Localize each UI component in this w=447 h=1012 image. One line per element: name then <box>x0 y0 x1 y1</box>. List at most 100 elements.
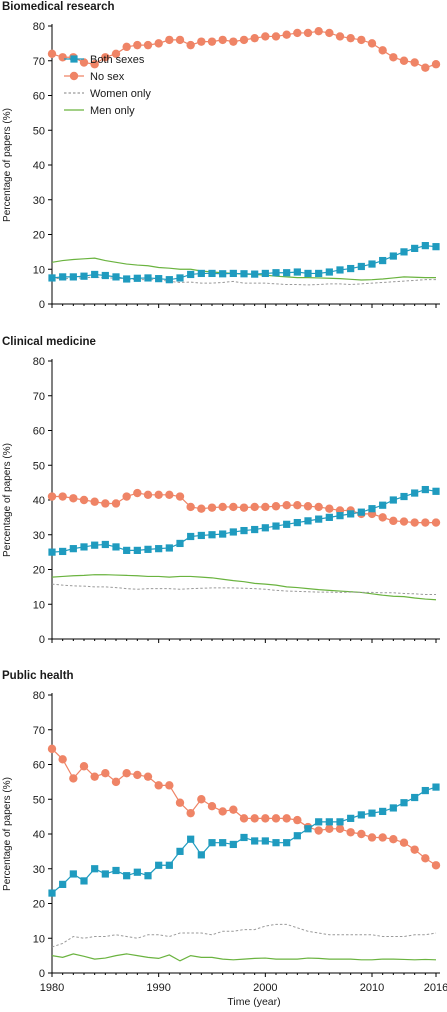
data-point <box>133 546 141 554</box>
y-tick-label: 30 <box>33 864 45 876</box>
data-point <box>197 795 206 804</box>
data-point <box>283 520 291 528</box>
panel-title: Public health <box>2 670 74 682</box>
data-point <box>421 242 429 250</box>
data-point <box>112 273 120 281</box>
data-point <box>421 854 430 863</box>
data-point <box>421 485 429 494</box>
series-line <box>51 953 437 962</box>
data-point <box>197 269 205 278</box>
data-point <box>229 269 237 278</box>
data-point <box>133 868 141 876</box>
data-point <box>187 532 195 541</box>
y-tick-label: 50 <box>33 460 45 472</box>
data-point <box>432 243 440 251</box>
data-point <box>303 502 313 511</box>
x-tick-label: 1980 <box>40 982 64 994</box>
data-point <box>410 518 419 527</box>
data-point <box>389 804 397 812</box>
data-point <box>250 33 259 43</box>
data-point <box>80 272 88 280</box>
data-point <box>208 531 216 539</box>
y-tick-label: 80 <box>33 690 45 702</box>
data-point <box>111 499 121 508</box>
data-point <box>325 504 334 513</box>
panel-title: Biomedical research <box>2 1 115 13</box>
data-point <box>69 273 77 281</box>
data-point <box>421 786 429 795</box>
data-point <box>239 814 249 823</box>
data-point <box>111 777 121 787</box>
data-point <box>101 271 109 280</box>
data-point <box>389 496 397 504</box>
data-point <box>240 833 248 842</box>
y-tick-label: 50 <box>33 794 45 806</box>
series-both-sexes <box>48 485 440 556</box>
data-point <box>347 814 355 822</box>
data-point <box>47 49 57 58</box>
data-point <box>293 832 301 840</box>
data-point <box>399 838 409 847</box>
data-point <box>91 865 99 873</box>
data-point <box>431 861 441 870</box>
data-point <box>336 266 344 274</box>
data-point <box>368 260 376 268</box>
data-point <box>59 880 67 888</box>
legend-item-men-only: Men only <box>64 105 135 117</box>
data-point <box>357 811 365 819</box>
data-point <box>282 30 291 39</box>
data-point <box>304 269 312 278</box>
legend-label: Men only <box>90 105 135 117</box>
data-point <box>271 814 281 823</box>
data-point <box>410 845 419 854</box>
data-point <box>400 492 408 501</box>
panel-1: Biomedical research 0 10 20 30 40 50 60 70 80 Perc… <box>2 1 441 311</box>
data-point <box>176 847 184 855</box>
data-point <box>144 274 152 282</box>
data-point <box>143 490 153 499</box>
data-point <box>421 63 430 72</box>
series-women-only <box>51 923 437 948</box>
data-point <box>325 513 333 521</box>
data-point <box>335 824 345 833</box>
series-line <box>51 923 437 948</box>
data-point <box>293 268 301 276</box>
data-point <box>133 274 141 282</box>
data-point <box>410 58 419 67</box>
data-point <box>154 39 163 48</box>
data-point <box>346 828 355 837</box>
legend-item-no-sex: No sex <box>64 71 125 83</box>
data-point <box>357 508 365 516</box>
data-point <box>399 517 409 526</box>
data-point <box>315 515 323 523</box>
series-line <box>51 748 437 866</box>
legend-item-women-only: Women only <box>64 88 151 100</box>
series-line <box>51 488 437 553</box>
data-point <box>123 275 131 283</box>
y-tick-label: 60 <box>33 91 45 103</box>
data-point <box>325 824 334 833</box>
data-point <box>272 839 280 847</box>
data-point <box>101 768 110 778</box>
data-point <box>378 513 387 522</box>
data-point <box>122 768 131 778</box>
data-point <box>367 39 377 48</box>
y-tick-label: 10 <box>33 933 45 945</box>
series-line <box>51 574 437 601</box>
data-point <box>123 872 131 880</box>
y-tick-label: 40 <box>33 160 45 172</box>
data-point <box>175 798 185 807</box>
data-point <box>315 818 323 826</box>
data-point <box>368 809 376 817</box>
data-point <box>91 541 99 549</box>
data-point <box>58 53 67 62</box>
data-point <box>240 526 248 535</box>
data-point <box>411 244 419 252</box>
data-point <box>389 516 398 526</box>
y-tick-label: 20 <box>33 565 45 577</box>
x-tick-label: 2010 <box>360 982 384 994</box>
x-tick-label: 1990 <box>146 982 170 994</box>
data-point <box>261 32 270 41</box>
data-point <box>293 28 302 38</box>
y-tick-label: 80 <box>33 356 45 368</box>
